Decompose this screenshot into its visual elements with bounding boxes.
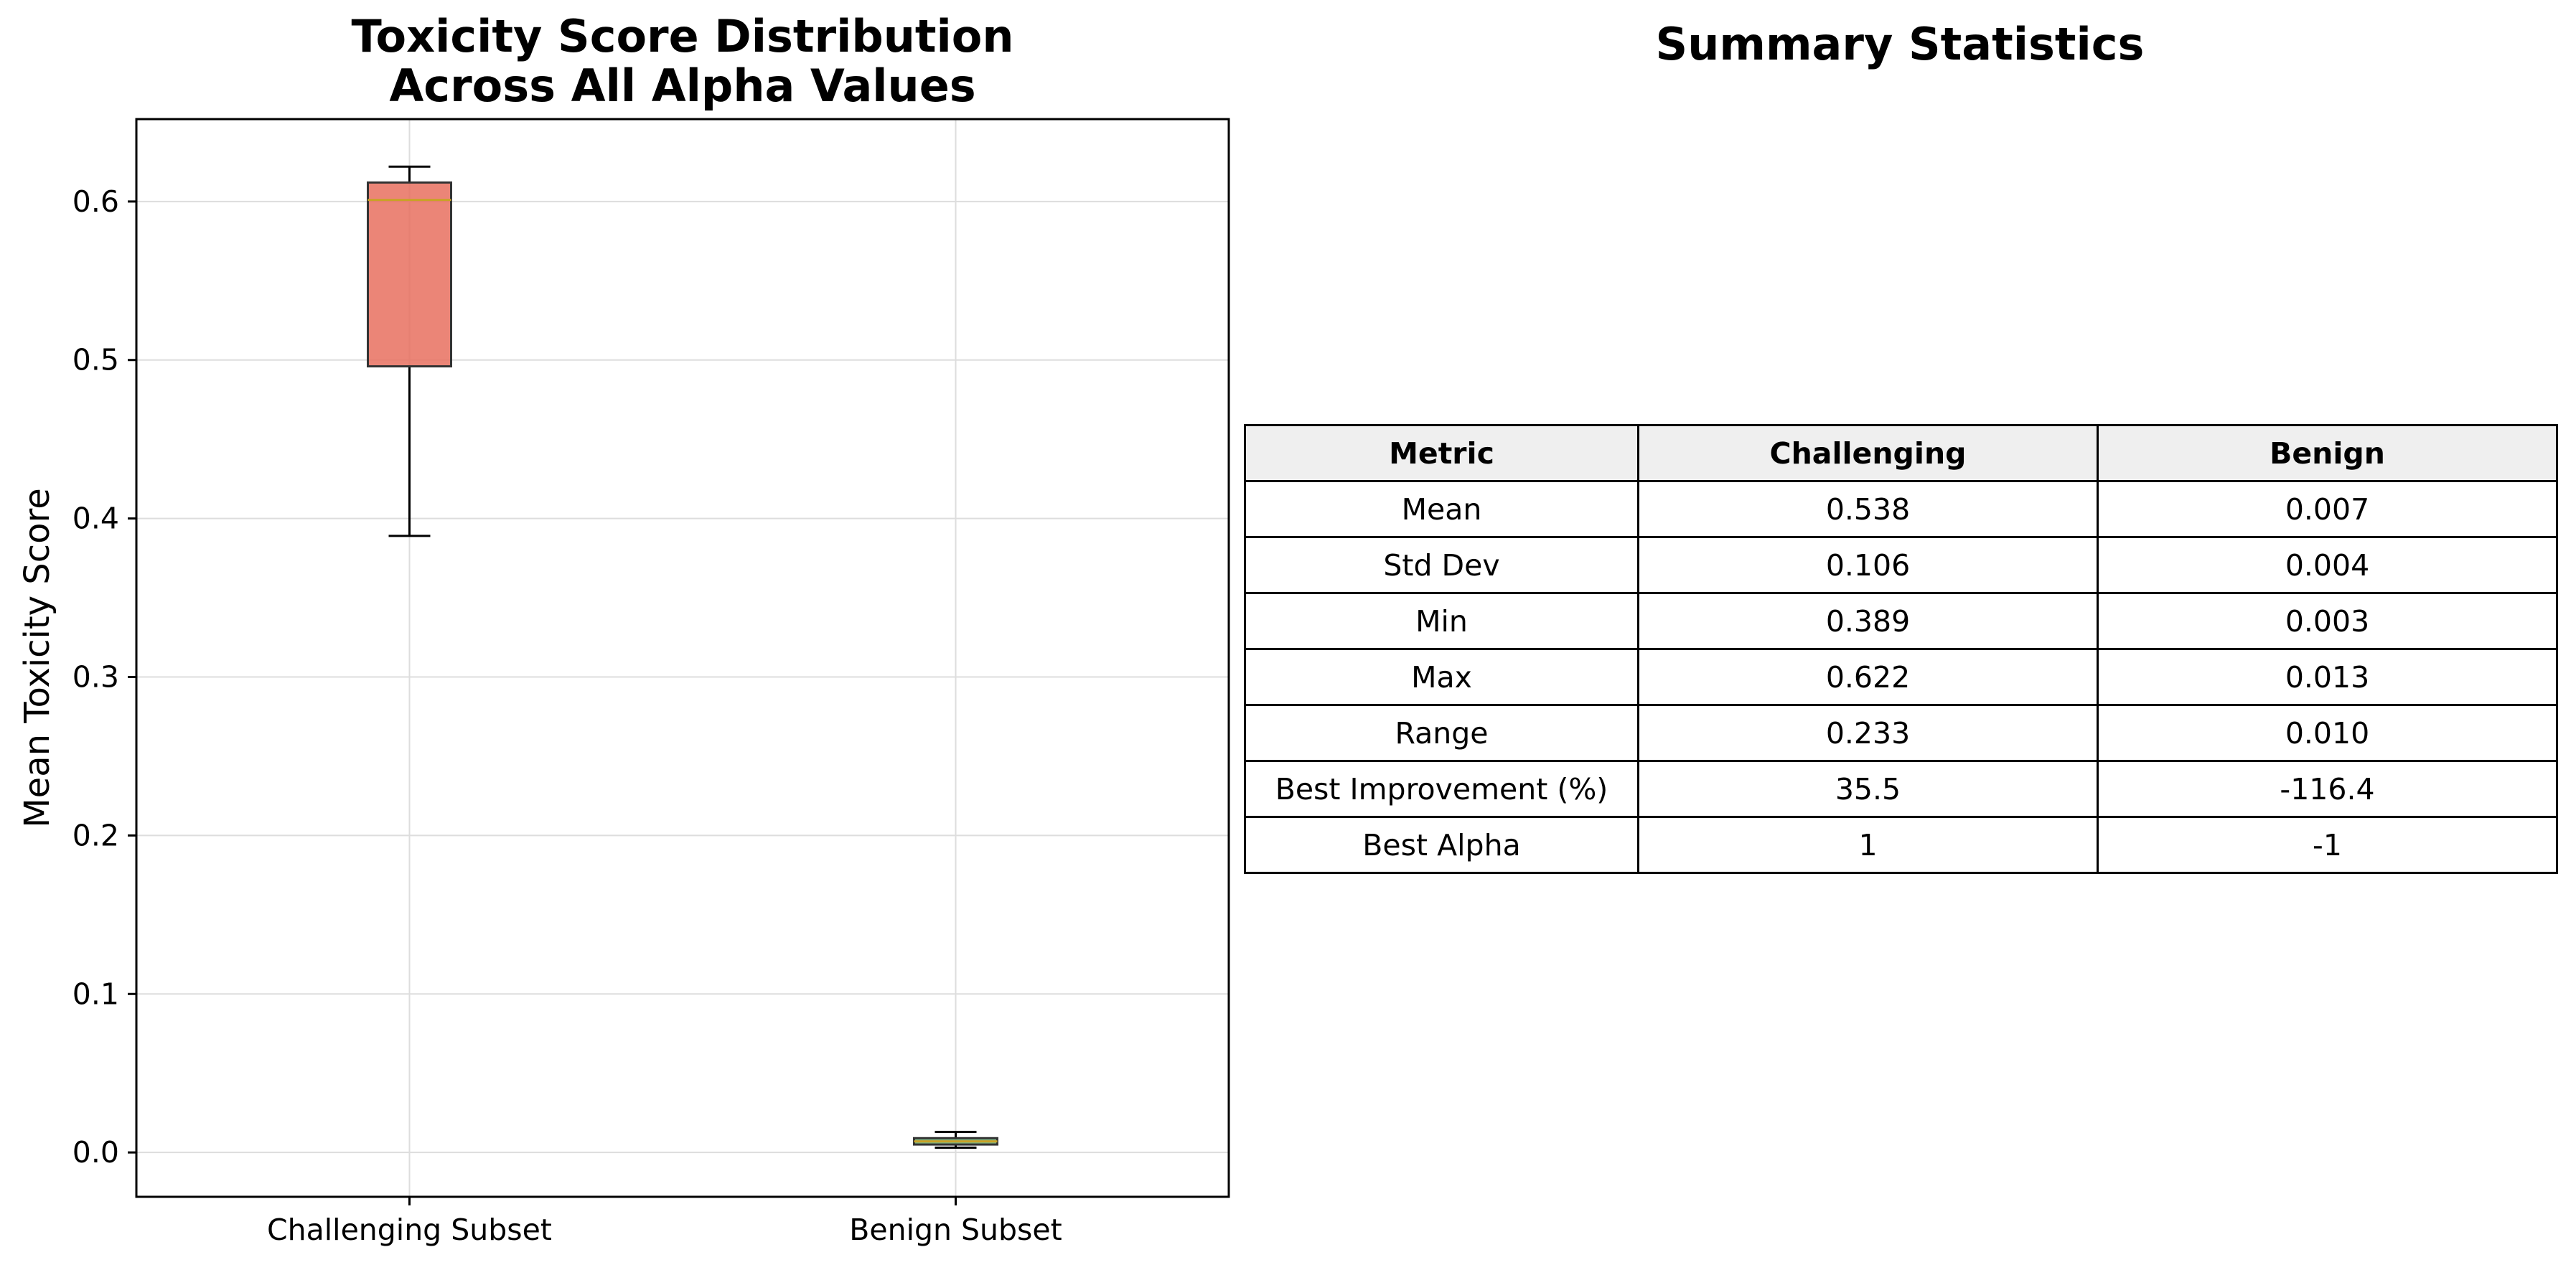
table-row: Range 0.233 0.010 — [1245, 705, 2557, 761]
metric-cell: Min — [1245, 593, 1639, 649]
benign-cell: 0.010 — [2098, 705, 2557, 761]
table-title: Summary Statistics — [1244, 16, 2556, 73]
metric-cell: Best Improvement (%) — [1245, 761, 1639, 817]
x-tick-label: Challenging Subset — [267, 1213, 552, 1247]
table-row: Best Improvement (%) 35.5 -116.4 — [1245, 761, 2557, 817]
benign-cell: 0.003 — [2098, 593, 2557, 649]
y-tick-label: 0.1 — [72, 977, 119, 1011]
x-tick-label: Benign Subset — [849, 1213, 1062, 1247]
plot-title-line-1: Toxicity Score Distribution — [352, 10, 1014, 62]
iqr-box — [368, 182, 451, 366]
y-axis-label: Mean Toxicity Score — [17, 488, 57, 827]
table-row: Mean 0.538 0.007 — [1245, 481, 2557, 537]
challenging-cell: 0.389 — [1639, 593, 2098, 649]
metric-cell: Best Alpha — [1245, 817, 1639, 873]
challenging-cell: 0.538 — [1639, 481, 2098, 537]
y-tick-label: 0.4 — [72, 502, 119, 536]
box-benign — [914, 1132, 998, 1147]
benign-cell: 0.004 — [2098, 537, 2557, 593]
summary-statistics-table: Metric Challenging Benign Mean 0.538 0.0… — [1244, 424, 2558, 874]
benign-cell: -116.4 — [2098, 761, 2557, 817]
table-row: Best Alpha 1 -1 — [1245, 817, 2557, 873]
box-challenging — [368, 166, 451, 536]
y-tick-label: 0.5 — [72, 343, 119, 377]
benign-cell: 0.007 — [2098, 481, 2557, 537]
y-tick-label: 0.6 — [72, 184, 119, 219]
challenging-cell: 35.5 — [1639, 761, 2098, 817]
plot-frame — [136, 119, 1229, 1197]
metric-cell: Max — [1245, 649, 1639, 705]
y-tick-label: 0.0 — [72, 1135, 119, 1170]
challenging-cell: 0.622 — [1639, 649, 2098, 705]
boxes — [368, 166, 998, 1147]
challenging-cell: 0.106 — [1639, 537, 2098, 593]
metric-cell: Mean — [1245, 481, 1639, 537]
challenging-cell: 0.233 — [1639, 705, 2098, 761]
table-header-row: Metric Challenging Benign — [1245, 425, 2557, 481]
challenging-cell: 1 — [1639, 817, 2098, 873]
y-tick-label: 0.3 — [72, 660, 119, 695]
header-metric: Metric — [1245, 425, 1639, 481]
header-benign: Benign — [2098, 425, 2557, 481]
benign-cell: 0.013 — [2098, 649, 2557, 705]
y-tick-label: 0.2 — [72, 818, 119, 852]
box-plot: Toxicity Score Distribution Across All A… — [0, 0, 1235, 1270]
table-row: Std Dev 0.106 0.004 — [1245, 537, 2557, 593]
benign-cell: -1 — [2098, 817, 2557, 873]
metric-cell: Std Dev — [1245, 537, 1639, 593]
table-row: Max 0.622 0.013 — [1245, 649, 2557, 705]
metric-cell: Range — [1245, 705, 1639, 761]
plot-title-line-2: Across All Alpha Values — [389, 60, 975, 112]
table-row: Min 0.389 0.003 — [1245, 593, 2557, 649]
axis-ticks: 0.0 0.1 0.2 0.3 0.4 0.5 0.6 Challenging Subset B… — [72, 184, 1062, 1247]
grid-lines — [136, 119, 1229, 1197]
header-challenging: Challenging — [1639, 425, 2098, 481]
